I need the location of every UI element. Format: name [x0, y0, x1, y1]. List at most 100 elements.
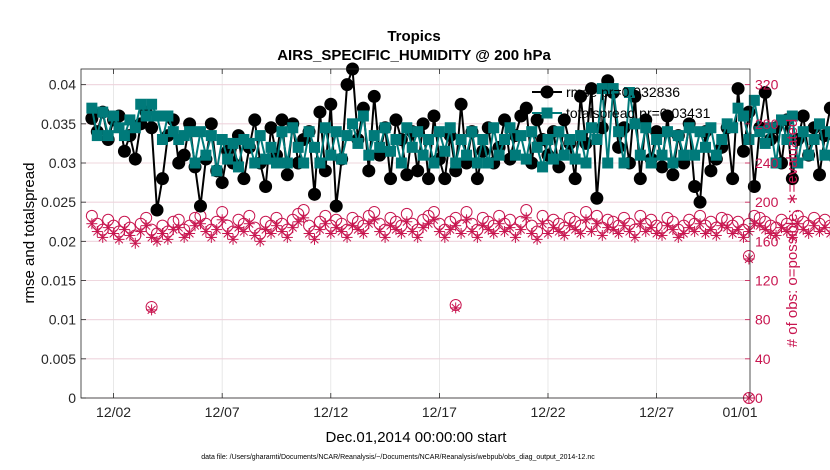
totalspread-point	[618, 157, 630, 169]
totalspread-point	[102, 130, 114, 142]
totalspread-point	[433, 126, 445, 138]
totalspread-point	[303, 126, 315, 138]
possible-obs-point	[786, 223, 799, 236]
totalspread-point	[808, 134, 820, 145]
totalspread-point	[558, 149, 570, 161]
totalspread-point	[504, 122, 516, 134]
totalspread-point	[395, 157, 407, 169]
possible-obs-point	[824, 219, 830, 232]
plot-frame	[80, 68, 751, 399]
totalspread-point	[461, 149, 473, 161]
totalspread-point	[390, 134, 402, 145]
rmse-point	[275, 113, 289, 127]
possible-obs-point	[558, 221, 571, 234]
totalspread-point	[216, 134, 228, 145]
possible-obs-point	[254, 227, 267, 240]
y-axis-label-left: rmse and totalspread	[21, 163, 38, 304]
rmse-point	[688, 180, 702, 193]
totalspread-point	[308, 141, 320, 153]
evaluated-obs-point	[146, 304, 158, 316]
totalspread-point	[699, 141, 711, 153]
totalspread-point	[748, 94, 760, 106]
totalspread-point	[661, 126, 673, 138]
possible-obs-point	[590, 209, 603, 222]
totalspread-point	[499, 134, 511, 145]
totalspread-point	[678, 149, 690, 161]
rmse-point	[758, 86, 772, 99]
possible-obs-point	[748, 209, 761, 222]
rmse-point	[660, 109, 674, 123]
totalspread-point	[623, 87, 635, 98]
totalspread-point	[629, 118, 641, 130]
rmse-point	[329, 199, 343, 213]
totalspread-point	[336, 153, 348, 165]
totalspread-point	[260, 153, 272, 165]
y-tick-label-left: 0.035	[41, 116, 76, 132]
totalspread-point	[357, 110, 369, 122]
totalspread-point	[118, 130, 130, 142]
totalspread-point	[439, 145, 451, 157]
totalspread-point	[319, 122, 331, 134]
possible-obs-point	[341, 223, 354, 236]
totalspread-point	[243, 137, 255, 149]
totalspread-point	[471, 157, 483, 169]
possible-obs-point	[281, 223, 294, 236]
rmse-point	[177, 148, 191, 162]
totalspread-point	[276, 126, 288, 138]
totalspread-point	[591, 134, 603, 145]
totalspread-point	[526, 126, 538, 138]
rmse-point	[726, 172, 740, 186]
rmse-point	[731, 82, 745, 96]
possible-obs-point	[514, 215, 527, 228]
possible-obs-point	[297, 204, 310, 216]
y-tick-label-right: 240	[755, 155, 779, 171]
x-tick-label: 12/07	[205, 404, 240, 420]
totalspread-point	[569, 153, 581, 165]
totalspread-point	[450, 157, 462, 169]
totalspread-point	[374, 141, 386, 153]
totalspread-point	[184, 126, 196, 138]
y-tick-label-right: 280	[755, 116, 779, 132]
totalspread-point	[124, 114, 136, 126]
possible-obs-point	[536, 209, 549, 222]
totalspread-point	[270, 157, 282, 169]
totalspread-point	[640, 122, 652, 134]
totalspread-point	[596, 83, 608, 95]
possible-obs-point	[650, 219, 663, 232]
rmse-point	[307, 187, 321, 201]
totalspread-point	[716, 134, 728, 145]
totalspread-point	[325, 149, 337, 161]
footnote: data file: /Users/gharamti/Documents/NCA…	[201, 454, 595, 461]
totalspread-point	[803, 149, 815, 161]
possible-obs-point	[411, 223, 424, 236]
totalspread-point	[97, 106, 109, 118]
x-tick-label: 12/22	[530, 404, 565, 420]
possible-obs-point	[400, 207, 413, 220]
totalspread-point	[509, 149, 521, 161]
chart-title: Tropics	[387, 28, 440, 45]
rmse-point	[470, 172, 484, 186]
y-tick-label-right: 320	[755, 77, 779, 93]
totalspread-point	[781, 134, 793, 145]
rmse-point	[324, 97, 338, 111]
rmse-point	[280, 168, 294, 182]
totalspread-point	[146, 98, 158, 110]
rmse-point	[584, 82, 598, 96]
totalspread-point	[482, 157, 494, 169]
totalspread-point	[667, 157, 679, 169]
legend: rmse pr=0.032836 totalspread pr=0.03431	[532, 84, 711, 121]
rmse-point	[259, 180, 273, 193]
possible-obs-point	[694, 209, 707, 222]
totalspread-point	[254, 130, 266, 142]
y-tick-label-left: 0.04	[49, 77, 76, 93]
totalspread-point	[211, 165, 223, 177]
tick-layer: 12/02 12/07 12/12 12/17 12/22 12/27 01/0100.00…	[41, 69, 779, 420]
totalspread-point	[352, 137, 364, 149]
y-tick-label-left: 0.01	[49, 312, 76, 328]
totalspread-point	[656, 149, 668, 161]
totalspread-point	[466, 126, 478, 138]
totalspread-point	[743, 134, 755, 145]
rmse-point	[633, 172, 647, 186]
totalspread-point	[683, 122, 695, 134]
totalspread-point	[227, 137, 239, 149]
